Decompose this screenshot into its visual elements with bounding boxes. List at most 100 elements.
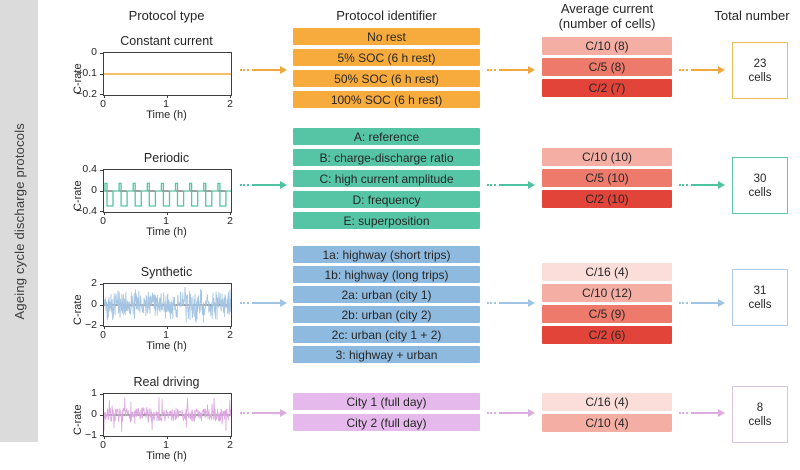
tick-mark <box>104 436 105 439</box>
identifier-box: 5% SOC (6 h rest) <box>293 49 480 66</box>
plot-title: Synthetic <box>140 265 193 279</box>
x-tick-label: 0 <box>100 215 106 227</box>
x-axis-label: Time (h) <box>146 226 187 238</box>
current-box: C/10 (10) <box>542 148 672 166</box>
flow-arrow <box>487 65 535 74</box>
tick-mark <box>167 212 168 215</box>
tick-mark <box>100 304 103 306</box>
identifier-box: City 2 (full day) <box>293 414 480 431</box>
x-tick-label: 1 <box>163 215 169 227</box>
arrow-head-icon <box>528 65 535 74</box>
flow-arrow <box>487 180 535 189</box>
arrow-dots <box>240 301 249 304</box>
flow-arrow <box>240 180 287 189</box>
tick-mark <box>167 95 168 98</box>
x-tick-label: 2 <box>227 329 233 341</box>
tick-mark <box>100 190 103 192</box>
current-box: C/16 (4) <box>542 393 672 411</box>
arrow-head-icon <box>280 298 287 307</box>
current-box: C/2 (10) <box>542 190 672 208</box>
y-tick-label: −2 <box>85 319 97 331</box>
identifier-box: 100% SOC (6 h rest) <box>293 91 480 108</box>
arrow-dots <box>240 183 249 186</box>
arrow-head-icon <box>718 298 725 307</box>
x-axis-label: Time (h) <box>146 340 187 352</box>
arrow-dots <box>487 301 496 304</box>
tick-mark <box>167 436 168 439</box>
sidebar-label: Ageing cycle discharge protocols <box>11 122 27 320</box>
arrow-line <box>691 68 718 71</box>
x-axis-label: Time (h) <box>146 109 187 121</box>
total-box: 8 cells <box>732 386 788 443</box>
arrow-dots <box>679 301 688 304</box>
arrow-head-icon <box>718 408 725 417</box>
total-unit: cells <box>748 298 772 311</box>
arrow-head-icon <box>528 298 535 307</box>
arrow-head-icon <box>280 65 287 74</box>
arrow-head-icon <box>280 408 287 417</box>
current-box: C/10 (4) <box>542 414 672 432</box>
tick-mark <box>100 414 103 416</box>
arrow-dots <box>487 411 496 414</box>
tick-mark <box>104 95 105 98</box>
plot-frame <box>100 393 232 439</box>
identifier-box: 1a: highway (short trips) <box>293 246 480 263</box>
arrow-head-icon <box>280 180 287 189</box>
total-box: 31 cells <box>732 269 788 326</box>
arrow-dots <box>679 411 688 414</box>
arrow-line <box>691 183 718 186</box>
tick-mark <box>100 53 103 54</box>
arrow-line <box>252 183 280 186</box>
arrow-line <box>691 411 718 414</box>
identifier-box: E: superposition <box>293 212 480 229</box>
column-header-protocol-type: Protocol type <box>128 8 205 23</box>
identifier-box: 2c: urban (city 1 + 2) <box>293 326 480 343</box>
current-box: C/5 (9) <box>542 305 672 323</box>
arrow-dots <box>679 68 688 71</box>
identifier-box: City 1 (full day) <box>293 393 480 410</box>
flow-arrow <box>240 298 287 307</box>
identifier-box: 3: highway + urban <box>293 346 480 363</box>
tick-mark <box>100 94 103 95</box>
plot-title: Constant current <box>120 34 213 48</box>
identifier-box: A: reference <box>293 128 480 145</box>
total-box: 23 cells <box>732 42 788 99</box>
arrow-line <box>252 301 280 304</box>
x-axis-label: Time (h) <box>146 450 187 462</box>
total-count: 23 <box>753 57 767 70</box>
y-tick-label: 0.4 <box>82 163 97 175</box>
x-tick-label: 2 <box>227 439 233 451</box>
arrow-dots <box>487 68 496 71</box>
tick-mark <box>104 326 105 329</box>
current-box: C/16 (4) <box>542 263 672 281</box>
y-tick-label: −0.2 <box>76 88 97 100</box>
arrow-line <box>499 301 528 304</box>
arrow-dots <box>240 68 249 71</box>
plot-frame <box>100 52 232 98</box>
arrow-head-icon <box>528 408 535 417</box>
y-tick-label: 0 <box>91 46 97 58</box>
total-unit: cells <box>748 71 772 84</box>
current-box: C/10 (8) <box>542 37 672 55</box>
y-tick-label: −1 <box>85 429 97 441</box>
flow-arrow <box>679 408 725 417</box>
tick-mark <box>167 326 168 329</box>
total-count: 8 <box>756 401 764 414</box>
y-tick-label: 0 <box>91 184 97 196</box>
tick-mark <box>230 436 231 439</box>
flow-arrow <box>487 298 535 307</box>
y-tick-label: 2 <box>91 277 97 289</box>
column-header-protocol-identifier: Protocol identifier <box>336 8 437 23</box>
arrow-line <box>252 68 280 71</box>
flow-arrow <box>679 298 725 307</box>
total-unit: cells <box>748 415 772 428</box>
y-tick-label: −0.1 <box>76 67 97 79</box>
plot-title: Real driving <box>133 375 200 389</box>
identifier-box: B: charge-discharge ratio <box>293 149 480 166</box>
tick-mark <box>100 325 103 326</box>
y-tick-label: 0 <box>91 298 97 310</box>
y-tick-label: 0 <box>91 408 97 420</box>
identifier-box: 2b: urban (city 2) <box>293 306 480 323</box>
flow-arrow <box>679 65 725 74</box>
